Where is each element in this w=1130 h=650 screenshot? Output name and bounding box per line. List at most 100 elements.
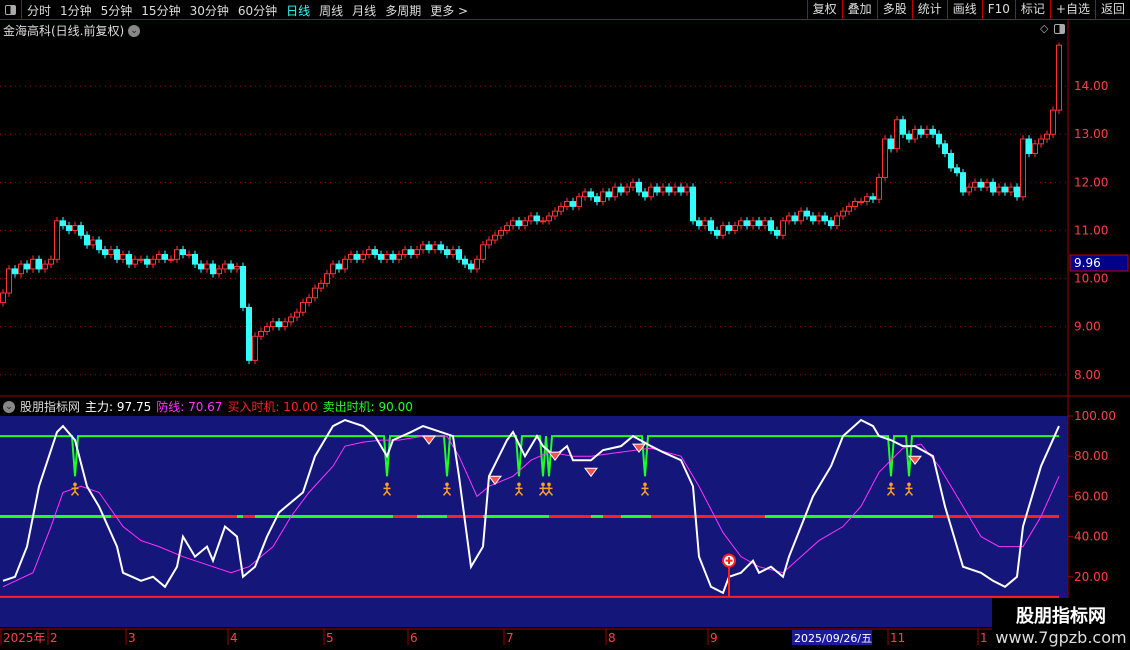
candle-body	[330, 263, 336, 275]
buy-person-icon	[445, 482, 449, 487]
tab-period[interactable]: 15分钟	[141, 4, 181, 18]
toolbar-button[interactable]: F10	[981, 0, 1015, 20]
candle-body	[420, 244, 426, 251]
toolbar-button[interactable]: 多股	[876, 0, 912, 20]
candle-body	[0, 292, 6, 304]
price-tick-label: 9.00	[1074, 320, 1101, 334]
candle-body	[456, 249, 462, 260]
tab-period[interactable]: 60分钟	[237, 4, 278, 18]
candle-body	[282, 321, 288, 328]
candle-body	[672, 186, 678, 193]
candle-body	[504, 225, 510, 231]
candle-body	[480, 244, 486, 260]
candle-body	[582, 191, 588, 198]
tab-period[interactable]: 多周期	[385, 4, 422, 18]
candle-body	[360, 253, 366, 260]
candle-body	[72, 225, 78, 231]
candle-body	[390, 253, 396, 260]
candle-body	[444, 249, 450, 255]
toolbar-button[interactable]: 画线	[946, 0, 982, 20]
candle-body	[276, 321, 282, 328]
candle-body	[876, 177, 882, 200]
tab-period[interactable]: 日线	[286, 4, 311, 18]
candle-body	[432, 244, 438, 251]
candle-body	[114, 249, 120, 260]
chevron-down-icon[interactable]: ⌄	[3, 400, 15, 413]
candle-body	[852, 201, 858, 207]
panel-icon[interactable]	[1054, 23, 1066, 34]
candle-body	[222, 263, 228, 270]
candle-body	[234, 266, 240, 270]
candle-body	[1002, 186, 1008, 193]
toolbar-button[interactable]: 统计	[911, 0, 947, 20]
tab-period[interactable]: 周线	[319, 4, 344, 18]
candle-body	[1026, 138, 1032, 154]
watermark-name: 股朋指标网	[1016, 606, 1106, 627]
chevron-down-icon[interactable]: ⌄	[128, 24, 141, 37]
candle-body	[462, 258, 468, 265]
candle-body	[408, 249, 414, 255]
candle-body	[6, 268, 12, 294]
candle-body	[492, 234, 498, 241]
buy-person-icon	[442, 486, 452, 496]
date-cursor-box	[792, 630, 872, 645]
candle-body	[246, 306, 252, 361]
candle-body	[522, 220, 528, 227]
panel-icon	[5, 5, 16, 15]
indicator-tick-label: 40.00	[1074, 530, 1108, 544]
candle-body	[186, 253, 192, 256]
diamond-icon[interactable]: ◇	[1040, 22, 1049, 35]
tab-period[interactable]: 更多 >	[430, 4, 469, 18]
price-tick-label: 11.00	[1074, 223, 1108, 237]
candle-body	[60, 220, 66, 227]
candle-body	[354, 253, 360, 260]
sidebar-toggle-button[interactable]	[0, 0, 22, 20]
candle-body	[270, 321, 276, 328]
candle-body	[30, 258, 36, 270]
candle-body	[600, 191, 606, 203]
tab-period[interactable]: 30分钟	[189, 4, 229, 18]
buy-person-icon	[886, 486, 896, 496]
tab-period[interactable]: 5分钟	[100, 4, 133, 18]
toolbar-button[interactable]: 标记	[1014, 0, 1050, 20]
plus-icon	[725, 557, 733, 565]
date-cursor-label: 2025/09/26/五	[794, 632, 872, 645]
tab-period[interactable]: 1分钟	[60, 4, 92, 18]
buy-person-icon	[643, 482, 647, 487]
buy-person-icon	[904, 486, 914, 496]
tab-period[interactable]: 月线	[352, 4, 377, 18]
sell-diamond-icon	[548, 451, 562, 462]
date-label: 3	[128, 631, 136, 645]
buy-person-icon	[640, 486, 650, 496]
candle-body	[552, 210, 558, 217]
candle-body	[798, 210, 804, 222]
candle-body	[804, 210, 810, 217]
price-tick-label: 13.00	[1074, 127, 1108, 141]
candle-body	[516, 220, 522, 227]
toolbar-button[interactable]: +自选	[1049, 0, 1095, 20]
candle-body	[528, 215, 534, 222]
buy-person-icon	[382, 486, 392, 496]
chart-corner-tools: ◇	[1040, 22, 1066, 35]
toolbar-button[interactable]: 返回	[1094, 0, 1130, 20]
date-label: 1	[980, 631, 988, 645]
candle-body	[84, 234, 90, 246]
candle-body	[108, 249, 114, 255]
current-price-box	[1069, 254, 1129, 272]
candle-body	[216, 268, 222, 275]
candle-body	[402, 249, 408, 255]
indicator-name[interactable]: 股朋指标网	[20, 400, 81, 414]
candle-body	[918, 128, 924, 135]
candle-body	[870, 196, 876, 200]
indicator-legend-item: 防线: 70.67	[156, 400, 223, 414]
candle-body	[612, 186, 618, 198]
toolbar-button[interactable]: 复权	[806, 0, 842, 20]
tab-period[interactable]: 分时	[27, 4, 52, 18]
toolbar-button[interactable]: 叠加	[841, 0, 877, 20]
date-label: 2025年	[3, 631, 46, 645]
candle-body	[720, 225, 726, 236]
candle-body	[792, 215, 798, 222]
candle-body	[396, 253, 402, 260]
candle-body	[990, 181, 996, 193]
